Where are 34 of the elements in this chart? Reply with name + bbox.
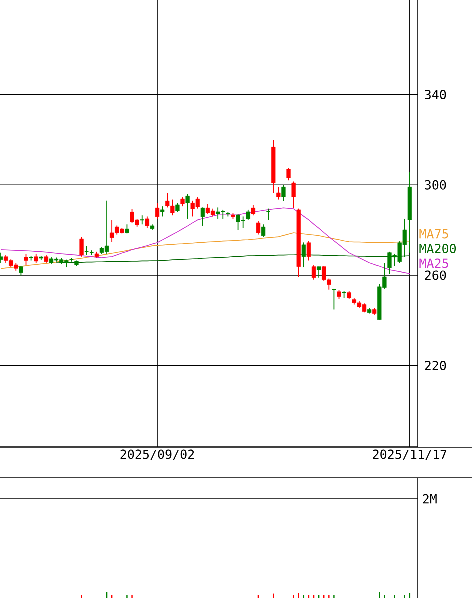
candlestick: [251, 204, 256, 216]
candlestick: [160, 206, 165, 218]
y-tick-label: 340: [425, 90, 446, 100]
candlestick: [256, 220, 261, 236]
candlestick: [24, 254, 28, 266]
x-tick-label: 2025/09/02: [120, 450, 194, 460]
candlestick: [302, 242, 306, 268]
text: 2M: [423, 494, 437, 504]
candlestick: [316, 266, 322, 278]
candlestick: [155, 202, 160, 220]
y-tick-label: 220: [425, 360, 446, 370]
candlestick: [312, 264, 316, 280]
series-label: MA25: [420, 258, 448, 268]
series-label: MA200: [420, 244, 456, 254]
candlestick: [145, 216, 150, 228]
candlestick: [276, 186, 281, 200]
candlestick: [180, 197, 185, 208]
x-tick-label: 2025/11/17: [373, 450, 447, 460]
candlestick: [292, 181, 296, 209]
candlestick: [337, 290, 342, 300]
candlestick: [200, 207, 206, 226]
candlestick: [261, 224, 266, 238]
candlestick: [176, 202, 180, 213]
candlestick: [286, 168, 291, 182]
candlestick: [80, 236, 84, 258]
candlestick: [0, 252, 4, 264]
candlestick: [246, 210, 250, 221]
candlestick: [186, 194, 190, 220]
series-label: MA75: [420, 229, 448, 239]
y-tick-label: 300: [425, 180, 446, 190]
y-tick-label: 260: [425, 270, 446, 280]
candlestick: [34, 254, 38, 264]
candlestick: [282, 184, 286, 202]
candlestick: [306, 241, 312, 262]
